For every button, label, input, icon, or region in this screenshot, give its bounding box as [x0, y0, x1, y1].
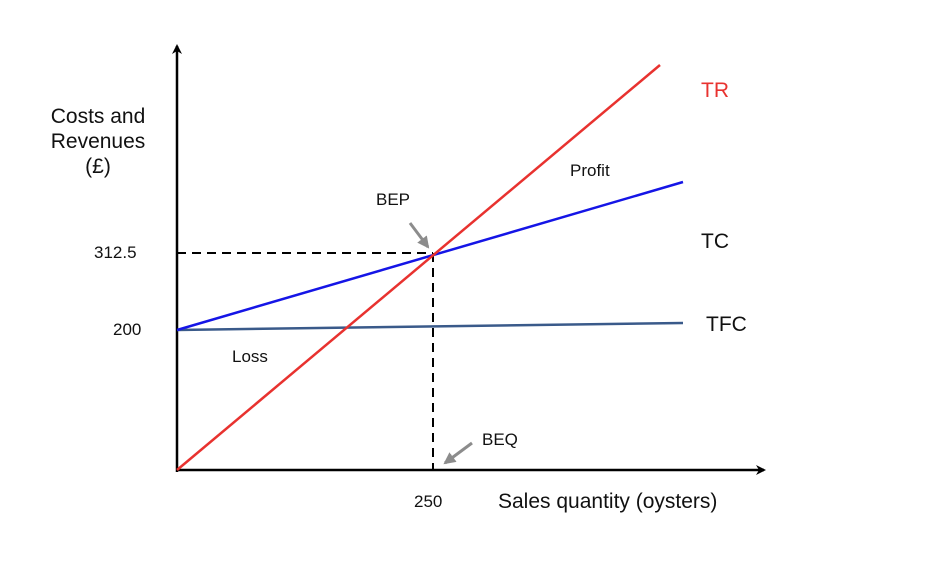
- beq-arrow-icon: [443, 441, 473, 465]
- tr-label: TR: [701, 79, 729, 102]
- tfc-label: TFC: [706, 313, 747, 336]
- bep-arrow-icon: [408, 222, 430, 249]
- x-axis-label: Sales quantity (oysters): [498, 490, 718, 513]
- tfc-line: [176, 321, 684, 332]
- profit-label: Profit: [570, 161, 610, 180]
- x-tick-250: 250: [414, 492, 443, 511]
- y-tick-200: 200: [113, 320, 142, 339]
- y-axis-label-line3: (£): [85, 155, 111, 178]
- beq-label: BEQ: [482, 430, 518, 449]
- y-axis-label-line2: Revenues: [50, 130, 146, 153]
- y-tick-312-5: 312.5: [94, 243, 137, 262]
- y-axis-label-line1: Costs and: [50, 105, 146, 128]
- bep-label: BEP: [376, 190, 411, 209]
- tc-line: [176, 180, 684, 332]
- tc-label: TC: [701, 230, 729, 253]
- loss-label: Loss: [232, 347, 268, 366]
- y-axis-label: Costs and Revenues (£): [28, 104, 168, 179]
- tr-line: [176, 64, 661, 471]
